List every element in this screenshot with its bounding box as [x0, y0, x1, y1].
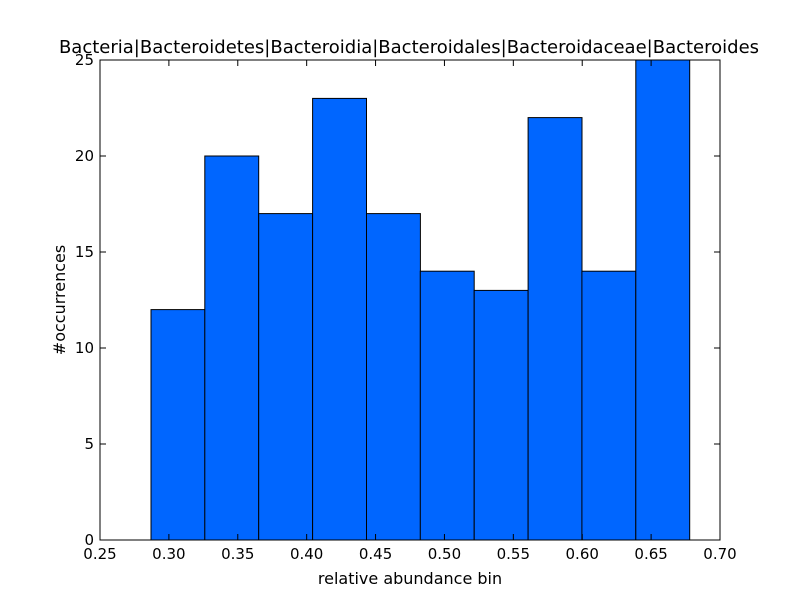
histogram-bar [527, 117, 583, 541]
histogram-bar [150, 309, 206, 541]
x-tick-label: 0.70 [703, 545, 736, 563]
x-tick-label: 0.30 [152, 545, 185, 563]
histogram-bar [635, 59, 691, 541]
x-tick-label: 0.50 [428, 545, 461, 563]
histogram-bar [473, 289, 529, 541]
histogram-bar [581, 270, 637, 541]
y-tick-label: 15 [75, 243, 94, 261]
plot-area-frame [99, 59, 721, 541]
chart-title: Bacteria|Bacteroidetes|Bacteroidia|Bacte… [59, 37, 759, 58]
y-tick-label: 5 [84, 435, 94, 453]
histogram-bar [204, 155, 260, 541]
y-axis-label: #occurrences [50, 245, 69, 355]
histogram-bar [258, 213, 314, 541]
x-tick-label: 0.45 [359, 545, 392, 563]
y-axis-ticks: 0 5 10 15 20 25 [75, 51, 720, 549]
x-tick-label: 0.65 [634, 545, 667, 563]
y-tick-label: 25 [75, 51, 94, 69]
x-axis-ticks: 0.25 0.30 0.35 0.40 0.45 0.50 0.55 0.60 0.65 0.70 [83, 60, 737, 563]
bars-group [150, 59, 691, 541]
y-tick-label: 10 [75, 339, 94, 357]
histogram-bar [312, 97, 368, 541]
x-tick-label: 0.55 [497, 545, 530, 563]
x-tick-label: 0.35 [221, 545, 254, 563]
y-tick-label: 0 [84, 531, 94, 549]
x-axis-label: relative abundance bin [318, 569, 502, 588]
x-tick-label: 0.60 [566, 545, 599, 563]
x-tick-label: 0.40 [290, 545, 323, 563]
y-tick-label: 20 [75, 147, 94, 165]
histogram-bar [366, 213, 421, 541]
histogram-bar [419, 270, 475, 541]
x-tick-label: 0.25 [83, 545, 116, 563]
